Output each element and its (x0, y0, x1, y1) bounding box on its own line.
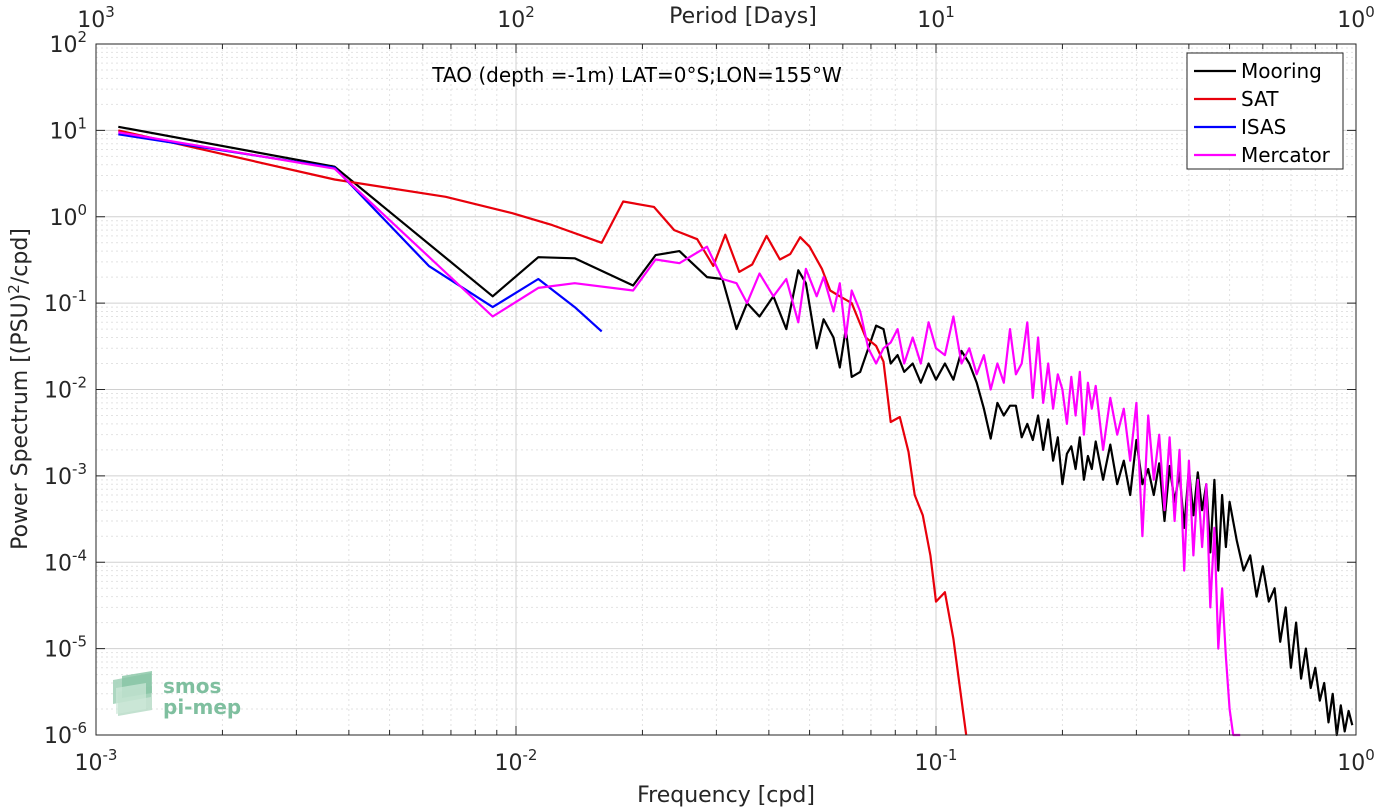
x-tick-labels: 10-3 10-2 10-1 100 (75, 746, 1375, 776)
series-lines (118, 125, 1354, 737)
y-tick-label: 10-5 (44, 633, 87, 663)
top-axis-tick-labels: 103 102 101 100 (77, 3, 1375, 33)
x-tick-label: 100 (1337, 746, 1375, 776)
x-tick-label: 10-3 (75, 746, 118, 776)
y-tick-label: 101 (49, 114, 87, 144)
legend: Mooring SAT ISAS Mercator (1186, 52, 1344, 170)
y-tick-label: 10-6 (44, 719, 87, 749)
y-tick-label: 10-2 (44, 374, 87, 404)
legend-label-isas: ISAS (1241, 115, 1286, 139)
x-tick-label: 10-2 (495, 746, 538, 776)
series-line-mooring (118, 125, 1354, 737)
legend-label-mooring: Mooring (1241, 59, 1322, 83)
top-axis-title: Period [Days] (669, 4, 817, 29)
top-tick-label: 101 (917, 3, 955, 33)
top-tick-label: 103 (77, 3, 115, 33)
logo-mark (113, 671, 152, 716)
axis-tick-marks (95, 43, 1357, 736)
legend-label-sat: SAT (1241, 87, 1279, 111)
y-tick-label: 10-1 (44, 287, 87, 317)
y-tick-labels: 102 101 100 10-1 10-2 10-3 10-4 10-5 10-6 (44, 28, 87, 749)
y-tick-label: 10-4 (44, 546, 87, 576)
logo-text-pi-mep: pi-mep (163, 695, 241, 719)
y-tick-label: 10-3 (44, 460, 87, 490)
series-line-mercator (118, 131, 1241, 737)
x-tick-label: 10-1 (915, 746, 958, 776)
y-axis-title: Power Spectrum [(PSU)2/cpd] (5, 228, 33, 550)
y-tick-label: 102 (49, 28, 87, 58)
series-line-sat (118, 129, 968, 736)
smos-pi-mep-logo: smos pi-mep (113, 671, 241, 719)
legend-label-mercator: Mercator (1241, 143, 1331, 167)
logo-text-smos: smos (163, 674, 221, 698)
x-axis-title: Frequency [cpd] (637, 783, 815, 808)
chart-annotation: TAO (depth =-1m) LAT=0°S;LON=155°W (431, 63, 842, 87)
legend-box (1186, 52, 1344, 170)
y-tick-label: 100 (49, 201, 87, 231)
top-tick-label: 100 (1337, 3, 1375, 33)
top-tick-label: 102 (497, 3, 535, 33)
